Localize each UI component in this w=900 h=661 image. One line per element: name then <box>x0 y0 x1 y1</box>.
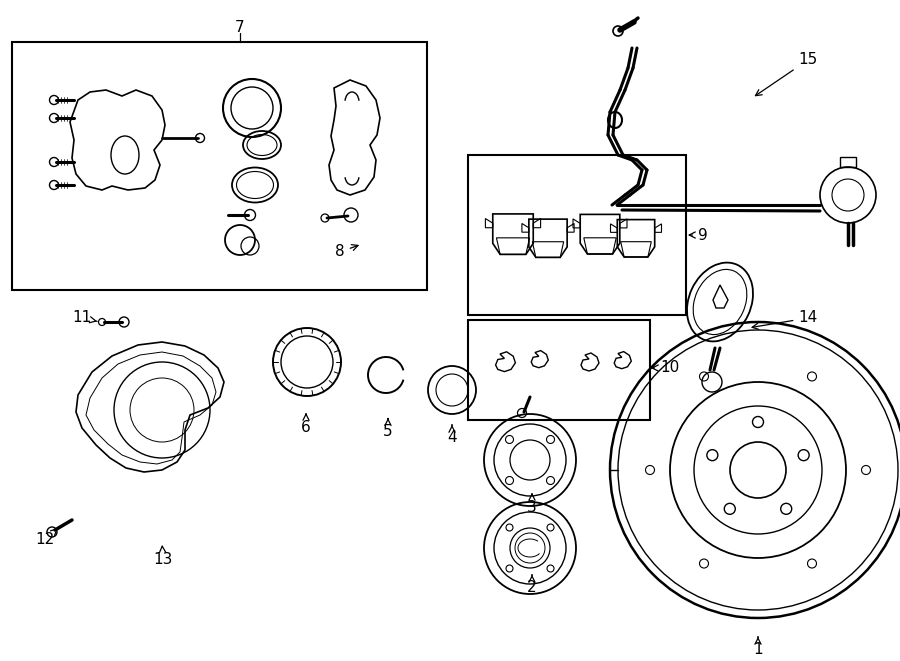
Text: 3: 3 <box>527 494 537 516</box>
Text: 11: 11 <box>72 311 97 325</box>
Text: 7: 7 <box>235 20 245 36</box>
Text: 15: 15 <box>755 52 817 96</box>
Text: 6: 6 <box>302 414 310 436</box>
Text: 13: 13 <box>153 546 173 568</box>
Text: 9: 9 <box>689 227 707 243</box>
Text: 12: 12 <box>35 529 57 547</box>
Text: 8: 8 <box>335 245 358 260</box>
Text: 10: 10 <box>652 360 680 375</box>
Text: 4: 4 <box>447 425 457 446</box>
Bar <box>468 320 650 420</box>
Bar <box>468 155 686 315</box>
Text: 14: 14 <box>752 311 817 329</box>
Bar <box>12 42 427 290</box>
Text: 1: 1 <box>753 637 763 658</box>
Text: 2: 2 <box>527 575 536 596</box>
Text: 5: 5 <box>383 419 392 440</box>
